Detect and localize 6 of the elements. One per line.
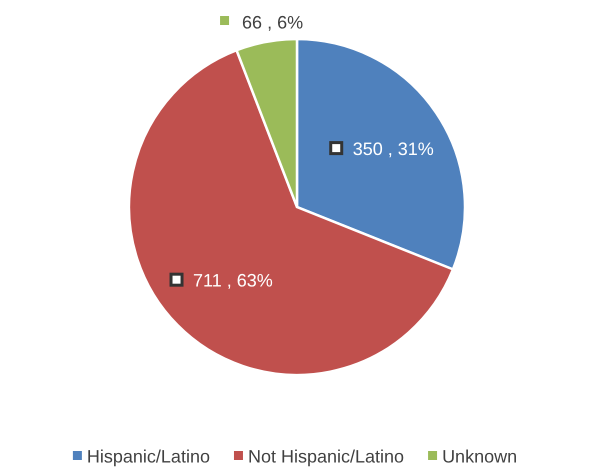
data-label: 66 , 6% — [242, 12, 304, 32]
legend-label: Not Hispanic/Latino — [248, 446, 404, 466]
legend-label: Unknown — [442, 446, 518, 466]
data-label: 711 , 63% — [193, 270, 273, 290]
legend-label: Hispanic/Latino — [86, 446, 210, 466]
data-label: 350 , 31% — [352, 138, 434, 159]
